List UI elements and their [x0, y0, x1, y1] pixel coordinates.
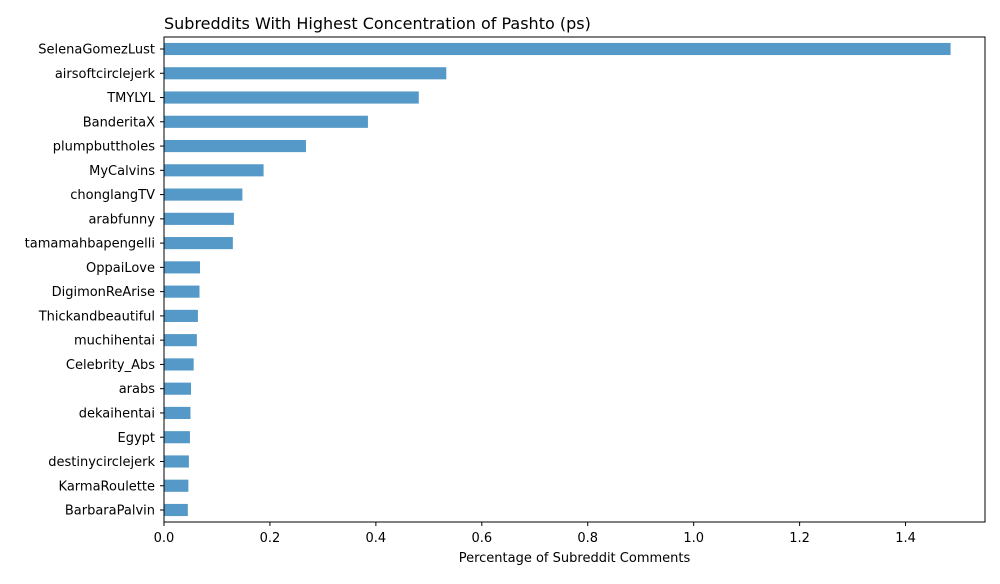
bar-MyCalvins [164, 164, 264, 177]
y-tick-label: Egypt [117, 431, 155, 446]
x-tick-label: 0.6 [471, 531, 492, 546]
x-tick-label: 1.2 [789, 531, 810, 546]
bar-muchihentai [164, 334, 197, 347]
y-tick-label: airsoftcirclejerk [55, 67, 156, 82]
bar-airsoftcirclejerk [164, 67, 447, 80]
bar-Thickandbeautiful [164, 309, 198, 322]
bar-Celebrity_Abs [164, 358, 194, 371]
bar-destinycirclejerk [164, 455, 189, 468]
bar-tamamahbapengelli [164, 237, 233, 250]
bar-DigimonReArise [164, 285, 200, 298]
bar-dekaihentai [164, 406, 191, 420]
bar-KarmaRoulette [164, 479, 189, 492]
bar-BanderitaX [164, 115, 368, 128]
y-tick-label: dekaihentai [79, 406, 155, 421]
bar-plumpbuttholes [164, 139, 306, 153]
bar-chonglangTV [164, 188, 243, 201]
bar-BarbaraPalvin [164, 503, 188, 517]
y-tick-label: BarbaraPalvin [65, 504, 155, 519]
bar-OppaiLove [164, 261, 201, 274]
bar-arabfunny [164, 212, 234, 225]
y-tick-label: TMYLYL [106, 91, 156, 106]
y-tick-label: MyCalvins [89, 164, 155, 179]
y-tick-label: SelenaGomezLust [38, 43, 155, 58]
y-tick-label: muchihentai [74, 334, 155, 349]
y-tick-label: arabs [119, 382, 156, 397]
plot-frame [163, 36, 986, 523]
x-tick-label: 0.8 [577, 531, 598, 546]
y-tick-label: arabfunny [88, 212, 155, 227]
y-tick-label: plumpbuttholes [53, 140, 156, 155]
bar-TMYLYL [164, 91, 419, 104]
y-axis-ticks: SelenaGomezLust airsoftcirclejerk TMYLYL Ba… [25, 43, 164, 519]
y-tick-label: DigimonReArise [52, 285, 155, 300]
y-tick-label: chonglangTV [70, 188, 155, 203]
bars-group [164, 42, 951, 517]
x-axis-ticks: 0.0 0.2 0.4 0.6 0.8 1.0 1.2 1.4 [154, 522, 916, 546]
x-tick-label: 1.4 [895, 531, 916, 546]
x-axis-label: Percentage of Subreddit Comments [459, 551, 691, 566]
chart-title: Subreddits With Highest Concentration of… [164, 14, 591, 33]
y-tick-label: destinycirclejerk [48, 455, 155, 470]
y-tick-label: BanderitaX [83, 115, 155, 130]
y-tick-label: Celebrity_Abs [66, 358, 155, 373]
x-tick-label: 0.2 [260, 531, 281, 546]
bar-Egypt [164, 431, 190, 444]
x-tick-label: 1.0 [683, 531, 704, 546]
y-tick-label: KarmaRoulette [59, 479, 155, 494]
x-tick-label: 0.4 [366, 531, 387, 546]
y-tick-label: Thickandbeautiful [38, 309, 155, 324]
y-tick-label: OppaiLove [86, 261, 155, 276]
y-tick-label: tamamahbapengelli [25, 237, 155, 252]
bar-arabs [164, 382, 192, 395]
x-tick-label: 0.0 [154, 531, 175, 546]
bar-SelenaGomezLust [164, 42, 951, 56]
